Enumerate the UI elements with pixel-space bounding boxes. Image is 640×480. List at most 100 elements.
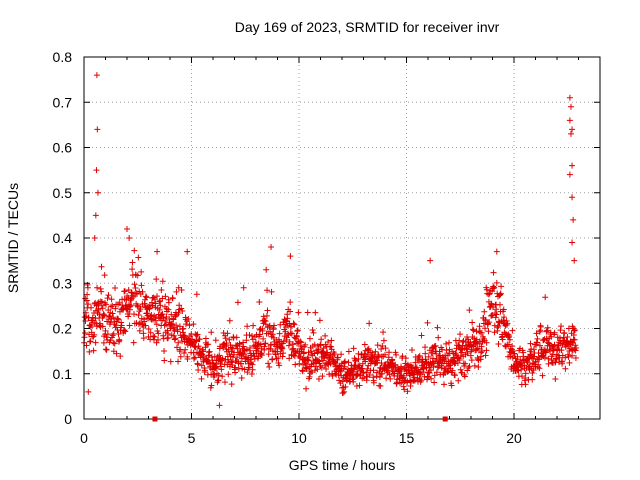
data-point bbox=[514, 353, 521, 360]
data-point bbox=[452, 372, 459, 379]
data-point bbox=[98, 288, 105, 295]
data-point bbox=[404, 378, 411, 385]
data-point bbox=[243, 346, 250, 353]
data-point bbox=[235, 365, 242, 372]
data-point bbox=[134, 302, 141, 309]
data-point bbox=[252, 339, 259, 346]
data-point bbox=[296, 360, 303, 367]
data-point bbox=[303, 385, 310, 392]
data-point bbox=[428, 375, 435, 382]
data-point bbox=[551, 341, 558, 348]
data-point bbox=[416, 352, 423, 359]
data-point bbox=[408, 363, 415, 370]
data-point bbox=[429, 350, 436, 357]
data-point bbox=[386, 349, 393, 356]
data-point bbox=[290, 320, 297, 327]
data-point bbox=[569, 126, 576, 133]
data-point bbox=[475, 364, 482, 371]
data-point bbox=[431, 343, 438, 350]
data-point bbox=[249, 366, 256, 373]
data-point bbox=[86, 348, 93, 355]
data-point bbox=[378, 345, 385, 352]
data-point bbox=[201, 367, 208, 374]
data-point bbox=[181, 332, 188, 339]
data-point bbox=[498, 283, 505, 290]
data-point bbox=[192, 344, 199, 351]
data-point bbox=[400, 383, 407, 390]
data-point bbox=[304, 309, 311, 316]
data-point bbox=[138, 282, 145, 289]
data-point bbox=[202, 335, 209, 342]
data-point bbox=[482, 325, 489, 332]
data-point bbox=[159, 278, 166, 285]
data-point bbox=[249, 332, 256, 339]
data-point bbox=[504, 320, 511, 327]
data-point bbox=[100, 311, 107, 318]
data-point bbox=[444, 368, 451, 375]
data-point bbox=[305, 349, 312, 356]
data-point bbox=[196, 336, 203, 343]
x-tick-label: 20 bbox=[506, 430, 522, 446]
data-point bbox=[208, 382, 215, 389]
data-point bbox=[571, 327, 578, 334]
data-point bbox=[287, 308, 294, 315]
data-point bbox=[167, 325, 174, 332]
data-point bbox=[112, 305, 119, 312]
data-point bbox=[571, 327, 578, 334]
data-point bbox=[99, 305, 106, 312]
data-point bbox=[228, 381, 235, 388]
data-point bbox=[418, 332, 425, 339]
data-point bbox=[494, 324, 501, 331]
data-point bbox=[331, 351, 338, 358]
data-point bbox=[139, 288, 146, 295]
data-point bbox=[362, 358, 369, 365]
x-tick-label: 5 bbox=[188, 430, 196, 446]
data-point bbox=[156, 298, 163, 305]
data-point bbox=[350, 375, 357, 382]
data-point bbox=[536, 342, 543, 349]
data-point bbox=[411, 377, 418, 384]
data-point bbox=[356, 382, 363, 389]
data-point bbox=[173, 344, 180, 351]
data-point bbox=[310, 329, 317, 336]
data-point bbox=[184, 248, 191, 255]
data-point bbox=[320, 345, 327, 352]
data-point bbox=[171, 336, 178, 343]
data-point bbox=[94, 189, 101, 196]
data-point bbox=[122, 328, 129, 335]
data-point bbox=[100, 339, 107, 346]
data-point bbox=[177, 353, 184, 360]
data-point bbox=[569, 162, 576, 169]
data-point bbox=[566, 171, 573, 178]
data-point bbox=[404, 388, 411, 395]
data-point bbox=[434, 324, 441, 331]
data-point bbox=[398, 365, 405, 372]
data-point bbox=[222, 335, 229, 342]
data-point bbox=[319, 373, 326, 380]
data-point bbox=[537, 323, 544, 330]
data-point bbox=[527, 340, 534, 347]
data-point bbox=[435, 334, 442, 341]
data-point bbox=[208, 329, 215, 336]
data-point bbox=[276, 362, 283, 369]
data-point bbox=[497, 290, 504, 297]
data-point bbox=[410, 371, 417, 378]
data-point bbox=[198, 375, 205, 382]
data-point bbox=[134, 272, 141, 279]
data-point bbox=[83, 297, 90, 304]
data-point bbox=[486, 319, 493, 326]
data-point bbox=[509, 354, 516, 361]
data-point bbox=[236, 340, 243, 347]
data-point bbox=[88, 304, 95, 311]
data-point bbox=[205, 359, 212, 366]
data-point bbox=[286, 355, 293, 362]
data-point bbox=[544, 327, 551, 334]
data-point bbox=[173, 322, 180, 329]
data-point bbox=[534, 335, 541, 342]
data-point bbox=[288, 323, 295, 330]
data-point bbox=[93, 72, 100, 79]
data-point bbox=[103, 346, 110, 353]
chart-title: Day 169 of 2023, SRMTID for receiver inv… bbox=[235, 19, 500, 35]
data-point bbox=[101, 272, 108, 279]
